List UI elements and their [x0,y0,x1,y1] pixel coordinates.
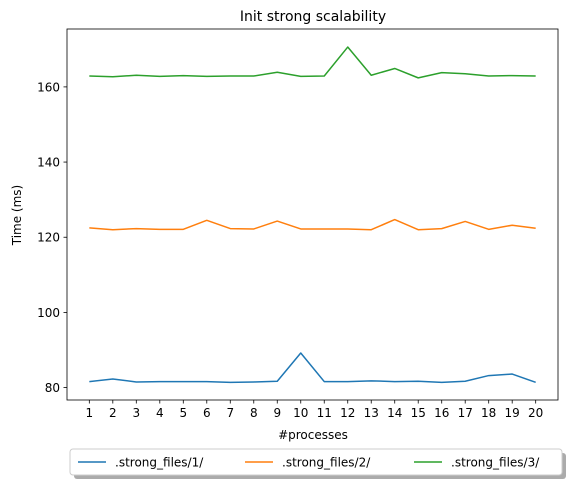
legend-label-2: .strong_files/2/ [282,456,371,470]
x-tick-label: 11 [317,406,332,420]
x-tick-label: 9 [273,406,281,420]
x-tick-label: 12 [340,406,355,420]
y-tick-label: 140 [37,156,60,170]
x-tick-label: 10 [293,406,308,420]
legend-label-3: .strong_files/3/ [451,456,540,470]
x-tick-label: 15 [411,406,426,420]
chart-title: Init strong scalability [240,9,386,25]
x-tick-label: 20 [528,406,543,420]
y-tick-label: 160 [37,80,60,94]
series-line-3 [89,46,536,79]
x-tick-label: 13 [364,406,379,420]
x-tick-label: 17 [458,406,473,420]
x-tick-label: 6 [203,406,211,420]
x-tick-label: 1 [85,406,93,420]
x-tick-label: 3 [132,406,140,420]
x-tick-label: 14 [387,406,402,420]
y-axis-ticks: 80 100 120 140 160 [37,80,67,395]
legend-box [69,448,563,476]
x-tick-label: 2 [109,406,117,420]
legend-items: .strong_files/1/ .strong_files/2/ .strong_… [78,456,540,470]
series-line-1 [89,352,536,384]
x-tick-label: 8 [250,406,258,420]
legend: .strong_files/1/ .strong_files/2/ .strong_… [69,448,566,479]
x-axis-ticks: 1 2 3 4 5 6 7 8 9 10 11 12 13 14 15 16 17 18 19 20 [85,400,543,420]
x-axis-title: #processes [278,428,348,442]
x-tick-label: 16 [434,406,449,420]
y-tick-label: 120 [37,231,60,245]
series-layer [89,46,536,384]
legend-label-1: .strong_files/1/ [115,456,204,470]
x-tick-label: 5 [179,406,187,420]
plot-frame [66,28,559,401]
x-tick-label: 4 [156,406,164,420]
y-tick-label: 80 [45,381,60,395]
series-line-2 [89,218,536,231]
x-tick-label: 18 [481,406,496,420]
x-tick-label: 7 [226,406,234,420]
x-tick-label: 19 [505,406,520,420]
y-axis-title: Time (ms) [10,185,24,247]
y-tick-label: 100 [37,306,60,320]
